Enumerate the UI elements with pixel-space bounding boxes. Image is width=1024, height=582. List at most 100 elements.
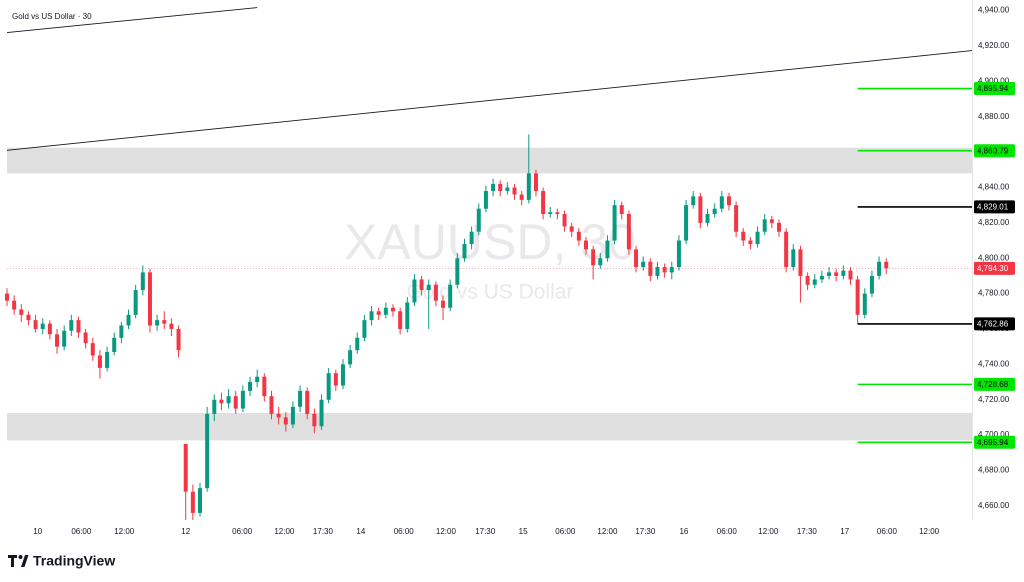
candle-body [69,320,74,331]
chart-title: Gold vs US Dollar · 30 [12,12,92,21]
candle-body [83,332,88,344]
candle-body [269,396,274,414]
last-price-box [974,261,1015,275]
x-tick-label: 06:00 [71,527,92,536]
candle-body [719,196,724,209]
candle-body [819,275,824,280]
logo-mark [18,555,23,559]
y-tick-label: 4,820.00 [978,218,1010,227]
candle-body [212,399,217,414]
x-tick-label: 17:30 [475,527,496,536]
y-tick-label: 4,920.00 [978,41,1010,50]
candle-body [391,307,395,312]
candle-body [90,343,95,356]
candle-body [47,323,52,335]
candle-body [305,390,310,414]
candle-body [40,323,45,329]
candle-body [355,337,360,351]
y-tick-label: 4,880.00 [978,112,1010,121]
brand-name: TradingView [33,553,115,569]
candle-body [784,231,789,268]
candle-body [591,249,596,266]
candle-body [848,270,853,280]
level-box [974,435,1015,449]
candle-body [240,390,245,409]
candle-body [62,330,67,347]
candle-body [12,300,17,310]
candle-body [705,214,710,223]
candle-body [262,376,267,397]
candle-body [376,311,381,315]
candle-body [834,272,839,276]
candle-body [634,249,639,268]
candle-body [691,196,696,206]
candle-body [340,364,345,386]
candle-body [612,205,617,241]
candle-body [519,194,524,200]
logo-mark [21,555,29,567]
candle-body [190,491,195,513]
x-tick-label: 10 [33,527,42,536]
y-tick-label: 4,940.00 [978,6,1010,15]
level-box [974,317,1015,331]
level-label: 4,728.68 [977,380,1009,389]
candle-body [176,328,181,351]
candle-body [398,311,403,329]
candle-body [748,240,753,245]
y-tick-label: 4,680.00 [978,466,1010,475]
x-tick-label: 06:00 [394,527,415,536]
level-box [974,144,1015,158]
candle-body [684,205,689,241]
candle-body [412,279,417,303]
candle-body [333,373,338,386]
candle-body [362,320,367,338]
x-tick-label: 06:00 [877,527,898,536]
candle-body [869,275,874,294]
candle-body [455,258,460,285]
level-label: 4,829.01 [977,203,1009,212]
x-tick-label: 17:30 [797,527,818,536]
candle-body [598,258,603,266]
candle-body [712,208,717,215]
candle-body [126,314,131,326]
candle-body [448,284,453,308]
level-box [974,82,1015,96]
candle-body [462,244,467,259]
zone [7,147,972,174]
candle-body [512,187,517,195]
candle-body [476,208,481,232]
candle-body [798,249,803,276]
level-box [974,200,1015,214]
candle-body [491,183,496,192]
candle-body [112,337,117,352]
candle-body [219,399,224,404]
candle-body [147,272,152,326]
candle-body [734,205,739,232]
candle-body [183,443,188,492]
candle-body [805,275,810,285]
brand-logo: TradingView [8,553,115,569]
candle-body [669,267,674,273]
y-tick-label: 4,740.00 [978,359,1010,368]
candle-body [648,261,653,276]
level-label: 4,860.79 [977,146,1009,155]
x-tick-label: 17:30 [313,527,334,536]
candle-body [248,382,253,391]
candle-body [877,261,882,276]
candle-body [791,249,796,268]
x-tick-label: 12:00 [919,527,940,536]
y-tick-label: 4,900.00 [978,76,1010,85]
candle-body [433,284,438,301]
candle-body [33,320,38,329]
candle-body [569,226,574,232]
candle-body [619,205,624,215]
candle-body [312,413,317,427]
x-tick-label: 06:00 [555,527,576,536]
candle-body [119,325,124,338]
x-tick-label: 06:00 [232,527,253,536]
candle-body [5,293,9,301]
candle-body [348,350,353,365]
candle-body [205,413,210,489]
